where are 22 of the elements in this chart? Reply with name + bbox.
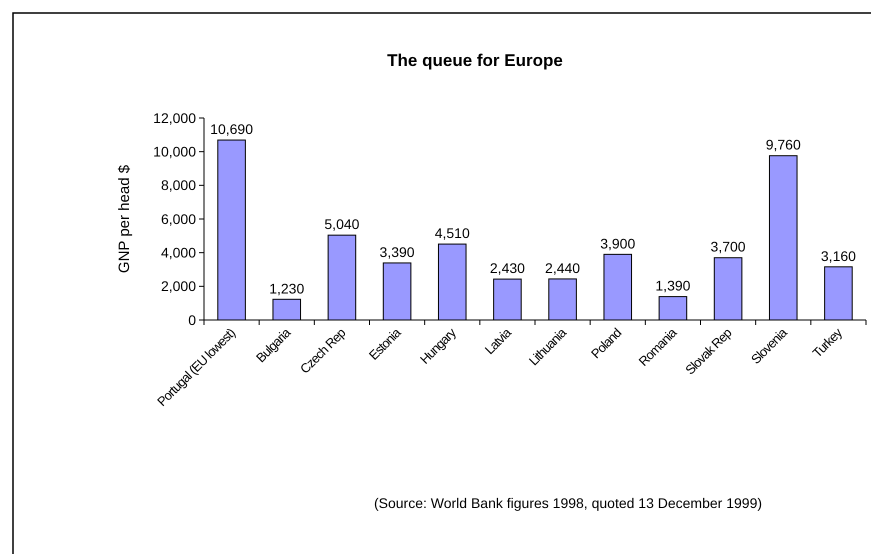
y-axis-title: GNP per head $ [116,164,133,274]
y-tick-label: 2,000 [160,278,196,294]
data-label: 3,390 [380,244,415,260]
data-label: 2,430 [490,260,526,276]
text: (Source: World Bank figures 1998, quoted 13 December 1999) [374,495,762,511]
data-label: 1,230 [269,280,304,296]
y-tick-label: 10,000 [153,144,196,160]
data-label: 3,700 [710,238,746,255]
data-label: 10,690 [210,121,254,138]
data-label: 1,390 [655,278,691,294]
chart-title: The queue for Europe [387,51,563,70]
y-tick-label: 6,000 [160,210,196,227]
data-label: 9,760 [766,136,801,153]
y-tick-label: 4,000 [160,244,196,261]
y-tick-label: 12,000 [153,110,196,126]
data-label: 4,510 [434,225,470,242]
data-label: 3,900 [600,235,636,252]
y-tick-label: 0 [188,312,196,328]
y-tick-label: 8,000 [160,177,196,194]
data-label: 2,440 [545,260,580,276]
data-label: 3,160 [820,248,856,264]
data-label: 5,040 [324,216,360,232]
